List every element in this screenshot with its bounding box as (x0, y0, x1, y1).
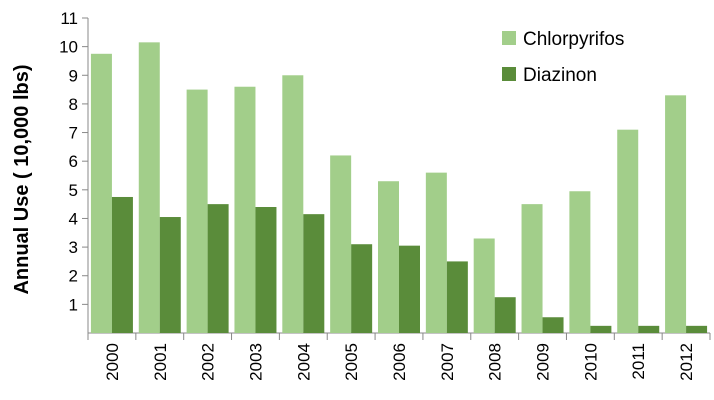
bar-chlorpyrifos-2007 (425, 172, 447, 333)
bar-chlorpyrifos-2003 (234, 86, 256, 334)
x-tick-label: 2011 (629, 343, 648, 380)
bar-chlorpyrifos-2008 (473, 238, 495, 333)
legend-label-diazinon: Diazinon (523, 65, 597, 86)
x-tick-label: 2008 (486, 343, 505, 381)
bar-chlorpyrifos-2002 (186, 89, 208, 333)
bar-diazinon-2003 (255, 207, 277, 333)
bar-diazinon-2001 (159, 217, 181, 333)
x-tick-label: 2001 (151, 343, 170, 381)
x-tick-label: 2005 (342, 343, 361, 381)
bar-chlorpyrifos-2010 (569, 191, 591, 333)
x-tick-label: 2000 (103, 343, 122, 381)
bar-chlorpyrifos-2012 (665, 95, 687, 334)
bar-chlorpyrifos-2004 (282, 75, 304, 333)
x-tick-label: 2007 (438, 343, 457, 381)
x-axis: 2000 2001 2002 2003 2004 2005 2006 2007 2008 2009… (87, 332, 711, 381)
bar-diazinon-2005 (351, 244, 373, 333)
bar-diazinon-2012 (686, 325, 708, 333)
y-tick-label: 3 (69, 238, 78, 257)
y-tick-label: 9 (69, 66, 78, 85)
bars (90, 42, 708, 334)
y-tick-label: 1 (69, 295, 78, 314)
y-tick-label: 5 (69, 181, 78, 200)
y-tick-label: 2 (69, 267, 78, 286)
bar-chlorpyrifos-2000 (90, 53, 112, 333)
bar-chlorpyrifos-2001 (138, 42, 160, 333)
x-tick-label: 2012 (677, 343, 696, 381)
bar-diazinon-2008 (494, 297, 516, 333)
bar-chlorpyrifos-2009 (521, 204, 543, 333)
x-tick-label: 2004 (294, 343, 313, 381)
bar-diazinon-2007 (446, 261, 468, 333)
bar-diazinon-2004 (303, 214, 325, 333)
legend-swatch-diazinon (502, 67, 516, 81)
y-tick-label: 11 (60, 9, 78, 28)
y-tick-label: 10 (59, 38, 78, 57)
bar-chlorpyrifos-2005 (330, 155, 352, 333)
legend-label-chlorpyrifos: Chlorpyrifos (523, 29, 624, 50)
bar-diazinon-2000 (111, 196, 133, 333)
x-tick-label: 2010 (581, 343, 600, 381)
bar-chlorpyrifos-2006 (378, 181, 399, 333)
x-tick-label: 2002 (199, 343, 218, 381)
y-tick-label: 6 (69, 152, 78, 171)
legend-swatch-chlorpyrifos (502, 31, 516, 45)
y-tick-label: 4 (69, 209, 78, 228)
x-tick-label: 2009 (534, 343, 553, 381)
bar-chlorpyrifos-2011 (617, 129, 639, 333)
legend: Chlorpyrifos Diazinon (502, 29, 624, 86)
bar-diazinon-2011 (638, 325, 660, 333)
bar-diazinon-2006 (399, 245, 420, 333)
y-axis: 1 2 3 4 5 6 7 8 9 10 11 (59, 9, 89, 333)
x-tick-label: 2006 (390, 343, 409, 381)
y-tick-label: 8 (69, 95, 78, 114)
y-tick-label: 7 (69, 124, 78, 143)
y-axis-title: Annual Use ( 10,000 lbs) (11, 64, 33, 294)
bar-diazinon-2002 (207, 204, 229, 333)
bar-diazinon-2009 (542, 317, 564, 333)
x-tick-label: 2003 (246, 343, 265, 381)
bar-diazinon-2010 (590, 325, 612, 333)
